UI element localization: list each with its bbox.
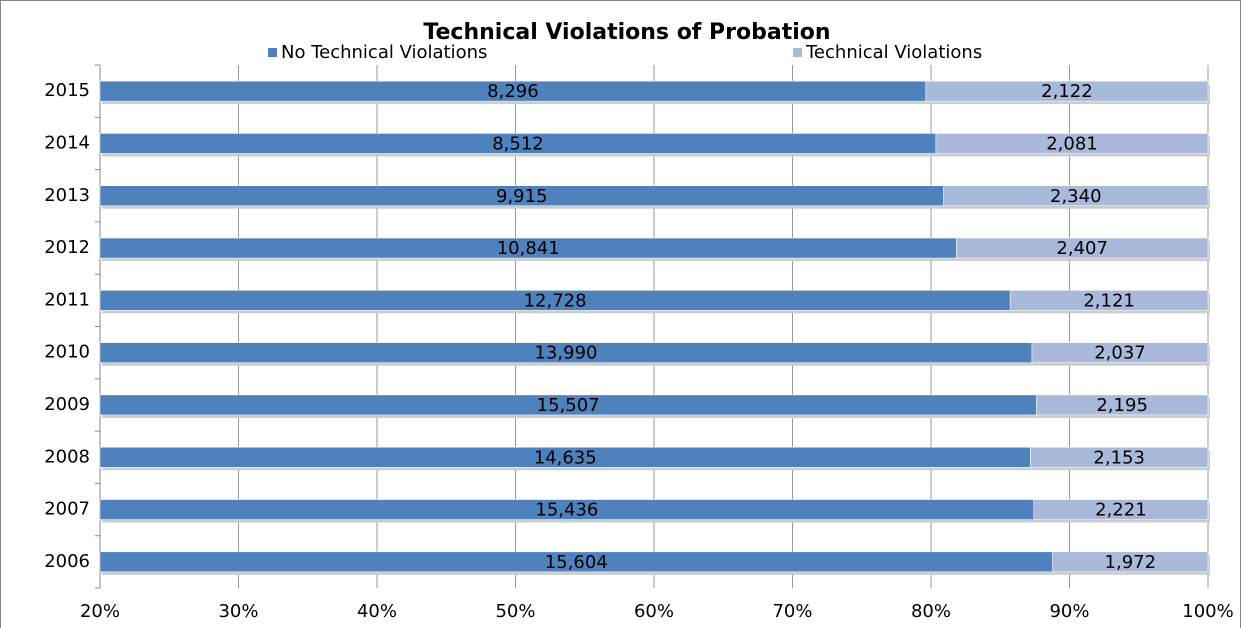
x-tick-label: 70% — [772, 601, 812, 622]
x-tick-label: 30% — [218, 601, 258, 622]
bar — [935, 133, 1209, 154]
bar — [925, 80, 1209, 102]
bar — [1030, 447, 1209, 468]
value-label: 2,122 — [1041, 81, 1093, 102]
bar — [943, 185, 1209, 206]
x-tick-label: 20% — [80, 601, 120, 622]
x-tick-label: 80% — [911, 601, 951, 622]
value-label: 8,512 — [492, 133, 544, 154]
y-tick-label: 2011 — [44, 289, 90, 310]
value-label: 2,121 — [1083, 290, 1135, 311]
value-label: 2,037 — [1094, 343, 1146, 364]
value-label: 2,407 — [1056, 238, 1108, 259]
value-label: 2,195 — [1096, 395, 1148, 416]
bar — [1009, 290, 1209, 311]
legend-swatch — [268, 48, 277, 57]
value-label: 2,081 — [1046, 133, 1098, 154]
y-tick-label: 2012 — [44, 237, 90, 258]
bar — [1031, 342, 1209, 363]
value-label: 1,972 — [1105, 552, 1157, 573]
y-tick-label: 2015 — [44, 80, 90, 101]
value-label: 9,915 — [496, 186, 548, 207]
value-label: 2,221 — [1095, 500, 1147, 521]
chart-title: Technical Violations of Probation — [423, 20, 830, 45]
value-label: 2,340 — [1050, 186, 1102, 207]
x-tick-label: 100% — [1182, 601, 1233, 622]
legend-label: No Technical Violations — [281, 42, 487, 63]
value-label: 8,296 — [487, 81, 539, 102]
value-label: 12,728 — [524, 290, 587, 311]
value-label: 15,507 — [537, 395, 600, 416]
bar — [1033, 499, 1209, 520]
y-tick-label: 2008 — [44, 446, 90, 467]
value-label: 13,990 — [534, 343, 597, 364]
y-tick-label: 2006 — [44, 551, 90, 572]
y-tick-label: 2007 — [44, 499, 90, 520]
x-tick-label: 40% — [357, 601, 397, 622]
legend-label: Technical Violations — [805, 42, 982, 63]
value-label: 10,841 — [497, 238, 560, 259]
legend-swatch — [793, 48, 802, 57]
y-tick-label: 2013 — [44, 185, 90, 206]
bar — [1052, 551, 1209, 573]
x-tick-label: 60% — [634, 601, 674, 622]
bar — [1036, 394, 1209, 416]
value-label: 2,153 — [1093, 447, 1145, 468]
y-tick-label: 2010 — [44, 342, 90, 363]
y-tick-label: 2009 — [44, 394, 90, 415]
bar — [956, 237, 1209, 259]
value-label: 15,436 — [535, 500, 598, 521]
x-tick-label: 50% — [495, 601, 535, 622]
y-tick-label: 2014 — [44, 132, 90, 153]
x-tick-label: 90% — [1049, 601, 1089, 622]
value-label: 15,604 — [545, 552, 608, 573]
value-label: 14,635 — [534, 447, 597, 468]
